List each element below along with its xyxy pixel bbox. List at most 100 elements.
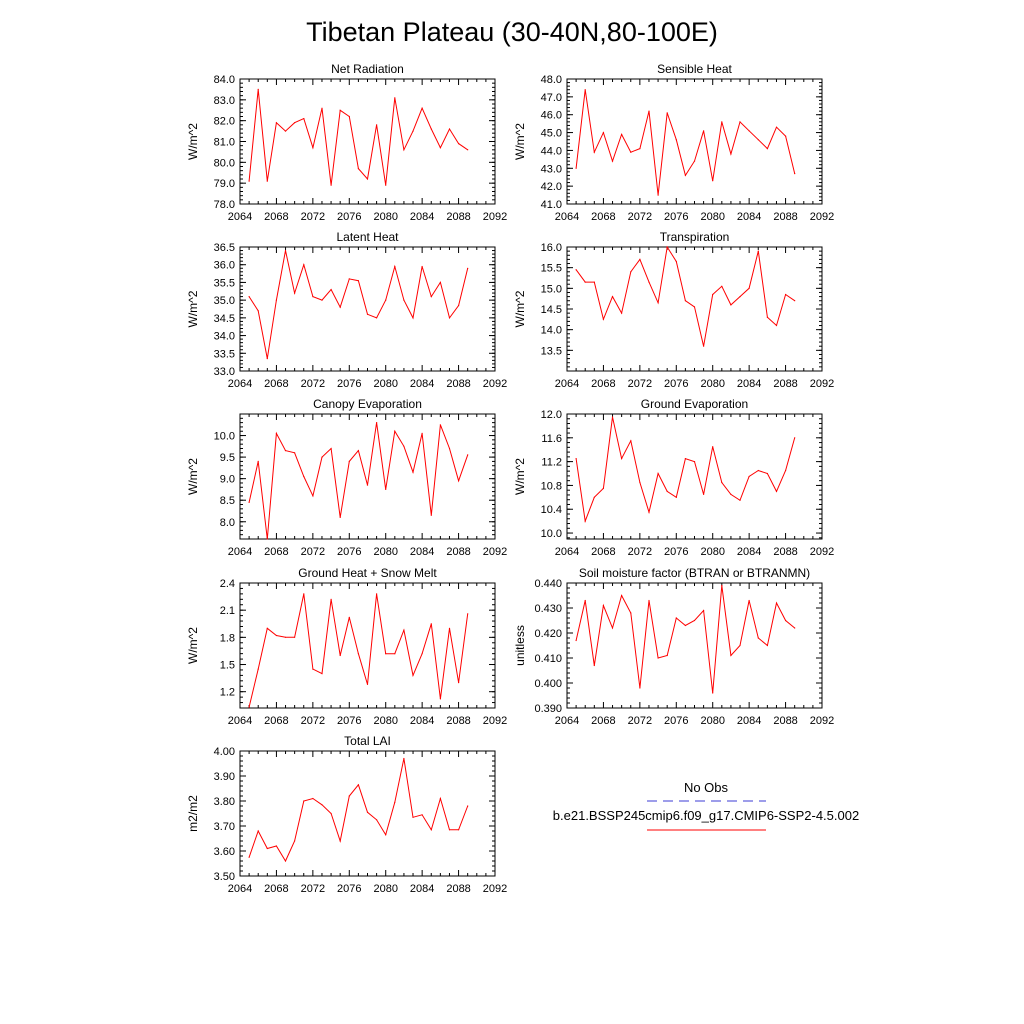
y-tick-label: 45.0 — [541, 128, 562, 140]
y-axis-label: W/m^2 — [513, 123, 527, 160]
x-tick-label: 2084 — [737, 546, 761, 558]
x-tick-label: 2064 — [228, 715, 252, 727]
x-tick-label: 2076 — [337, 546, 361, 558]
data-point — [775, 490, 778, 492]
data-point — [266, 538, 268, 540]
x-tick-label: 2092 — [483, 546, 507, 558]
x-tick-label: 2064 — [228, 378, 252, 390]
data-point — [439, 281, 441, 283]
data-point — [621, 594, 623, 597]
y-tick-label: 12.0 — [541, 409, 562, 421]
data-point — [321, 804, 323, 806]
data-point — [339, 516, 341, 519]
y-tick-label: 10.0 — [541, 528, 562, 540]
data-point — [284, 860, 287, 862]
data-point — [630, 612, 632, 614]
data-point — [458, 682, 460, 684]
data-point — [757, 469, 759, 472]
x-tick-label: 2080 — [373, 211, 397, 223]
data-point — [403, 445, 405, 447]
data-point — [439, 424, 441, 426]
panel-9: 2064 2068 2072 2076 2080 2084 2088 2092 3.50 3.60… — [186, 734, 507, 895]
plot-frame — [239, 246, 496, 372]
data-point — [376, 124, 378, 126]
series-line — [248, 758, 469, 863]
y-tick-label: 33.5 — [214, 348, 235, 360]
y-tick-label: 82.0 — [214, 116, 235, 128]
data-point — [366, 178, 369, 180]
data-point — [675, 139, 677, 141]
data-point — [284, 130, 287, 132]
data-point — [275, 299, 277, 301]
data-point — [266, 358, 268, 360]
data-point — [748, 287, 750, 289]
legend-obs-label: No Obs — [684, 780, 729, 795]
data-point — [630, 271, 632, 273]
y-tick-label: 84.0 — [214, 74, 235, 86]
data-point — [703, 609, 705, 612]
y-tick-label: 35.0 — [214, 295, 235, 307]
data-point — [675, 617, 677, 619]
data-point — [712, 293, 714, 296]
data-point — [330, 184, 332, 186]
series-line — [575, 416, 796, 524]
x-tick-label: 2068 — [264, 715, 288, 727]
data-point — [458, 480, 460, 482]
data-point — [412, 674, 414, 677]
y-tick-label: 0.400 — [534, 678, 562, 690]
data-point — [257, 88, 259, 90]
data-point — [575, 269, 577, 271]
y-tick-label: 16.0 — [541, 242, 562, 254]
data-point — [357, 280, 359, 282]
data-point — [348, 460, 350, 462]
y-tick-label: 43.0 — [541, 163, 562, 175]
x-tick-label: 2084 — [737, 378, 761, 390]
data-point — [294, 122, 296, 124]
x-tick-label: 2088 — [446, 378, 470, 390]
data-point — [584, 520, 586, 522]
data-point — [376, 317, 378, 319]
data-point — [467, 454, 469, 456]
y-axis-label: m2/m2 — [186, 795, 200, 832]
data-point — [648, 599, 650, 602]
data-point — [648, 281, 650, 283]
y-tick-label: 10.0 — [214, 431, 235, 443]
x-tick-label: 2068 — [264, 211, 288, 223]
x-tick-label: 2068 — [264, 378, 288, 390]
data-point — [630, 151, 632, 153]
data-point — [657, 194, 659, 196]
y-tick-label: 0.390 — [534, 703, 562, 715]
data-point — [376, 819, 378, 821]
data-point — [385, 299, 387, 301]
data-point — [294, 292, 296, 294]
data-point — [412, 471, 414, 473]
data-point — [639, 148, 641, 150]
data-point — [775, 126, 778, 128]
data-point — [321, 673, 323, 675]
data-point — [339, 654, 341, 657]
data-point — [593, 281, 595, 283]
x-tick-label: 2092 — [810, 715, 834, 727]
data-point — [611, 627, 614, 629]
data-point — [467, 149, 469, 151]
x-tick-label: 2064 — [555, 715, 579, 727]
panel-7: 2064 2068 2072 2076 2080 2084 2088 2092 1.2 1.5 1.… — [186, 566, 507, 727]
x-tick-label: 2080 — [700, 546, 724, 558]
series-line — [575, 89, 796, 196]
data-point — [611, 416, 614, 418]
data-point — [657, 302, 659, 304]
figure-title: Tibetan Plateau (30-40N,80-100E) — [306, 17, 718, 47]
y-tick-label: 36.5 — [214, 242, 235, 254]
y-tick-label: 10.4 — [541, 504, 562, 516]
panel-1: 2064 2068 2072 2076 2080 2084 2088 2092 78.0 79.0… — [186, 62, 507, 223]
x-tick-label: 2088 — [446, 211, 470, 223]
data-point — [376, 422, 378, 424]
x-tick-label: 2076 — [337, 715, 361, 727]
data-point — [294, 636, 296, 638]
panels: 2064 2068 2072 2076 2080 2084 2088 2092 78.0 79.0… — [186, 62, 834, 895]
data-point — [439, 698, 441, 700]
series-line — [248, 89, 468, 186]
data-point — [403, 149, 405, 151]
data-point — [376, 593, 378, 595]
